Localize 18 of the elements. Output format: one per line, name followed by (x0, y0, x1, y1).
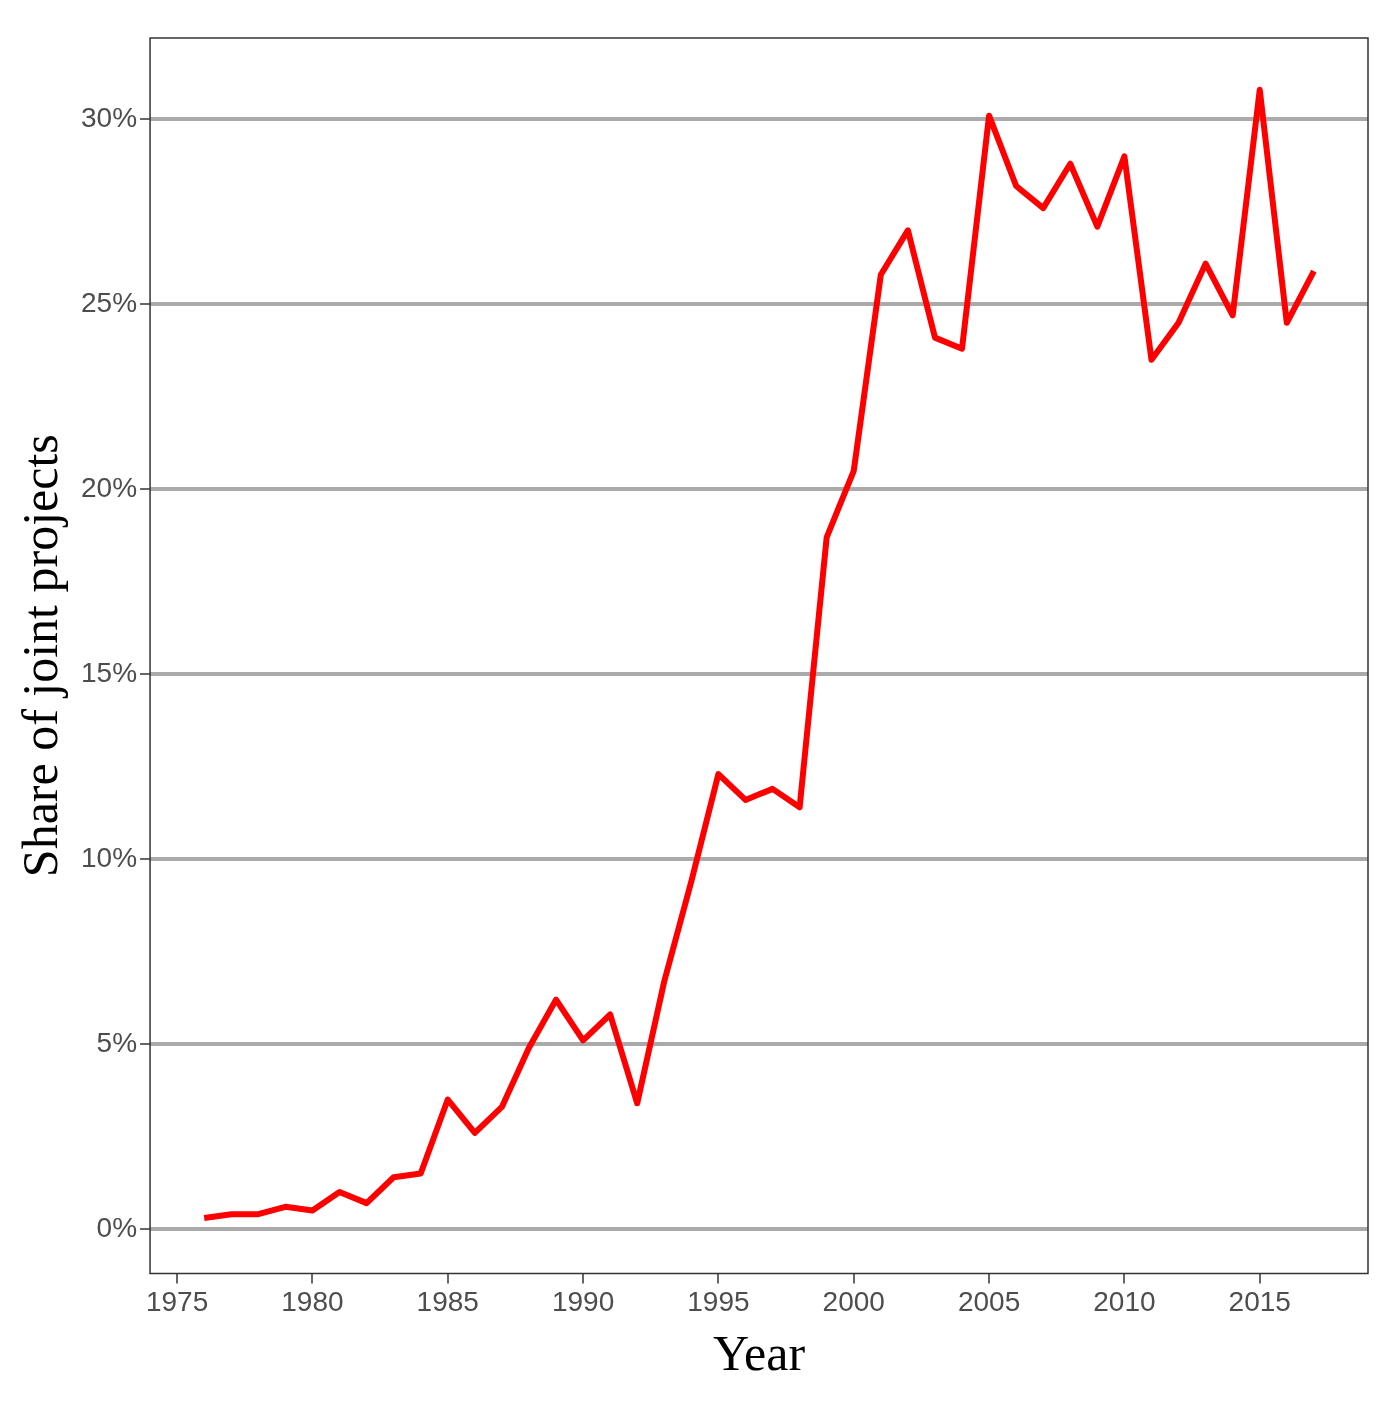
x-tick-label: 2010 (1093, 1285, 1156, 1317)
x-tick-label: 1985 (416, 1285, 479, 1317)
x-tick-label: 2005 (957, 1285, 1021, 1317)
x-tick-label: 1995 (687, 1285, 750, 1317)
y-axis-title: Share of joint projects (12, 434, 69, 878)
y-tick-label: 30% (80, 102, 138, 134)
x-tick-label: 2015 (1228, 1285, 1291, 1317)
y-tick-label: 20% (80, 471, 138, 503)
x-tick-label: 1975 (145, 1285, 209, 1317)
y-tick-label: 15% (80, 656, 138, 688)
x-tick-label: 1990 (551, 1285, 615, 1317)
y-tick-label: 5% (96, 1026, 138, 1058)
y-tick-label: 25% (80, 287, 138, 319)
x-tick-label: 1980 (281, 1285, 344, 1317)
x-tick-label: 2000 (822, 1285, 885, 1317)
x-axis-title: Year (712, 1325, 806, 1382)
y-tick-label: 10% (80, 841, 138, 873)
y-tick-label: 0% (96, 1211, 138, 1243)
